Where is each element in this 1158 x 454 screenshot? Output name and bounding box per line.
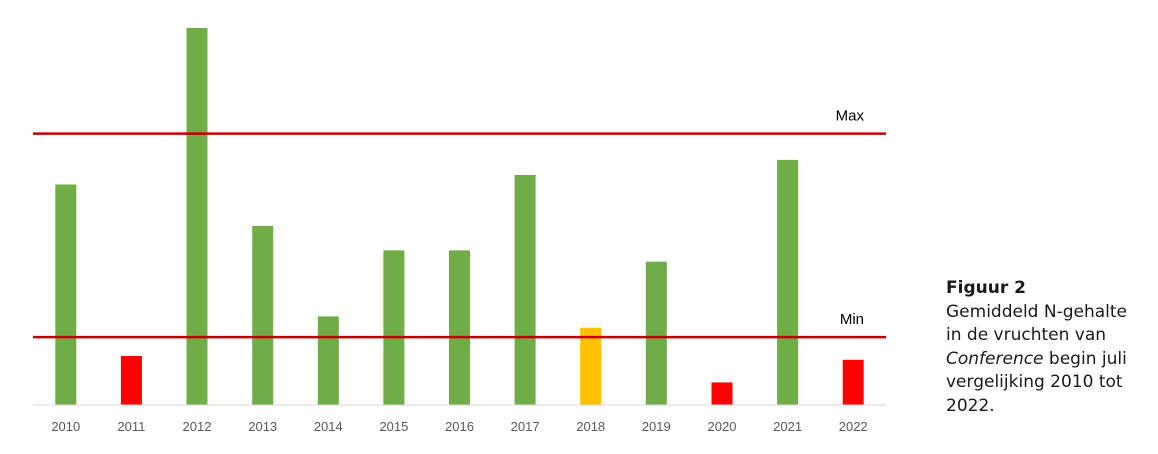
caption-cultivar: Conference	[946, 348, 1044, 369]
x-tick-label: 2015	[379, 419, 408, 434]
min-reference-label: Min	[840, 311, 864, 328]
x-tick-label: 2013	[248, 419, 277, 434]
x-tick-label: 2016	[445, 419, 474, 434]
figure-caption: Figuur 2 Gemiddeld N-gehalte in de vruch…	[946, 277, 1152, 418]
x-tick-label: 2014	[314, 419, 343, 434]
caption-line-4: vergelijking 2010 tot	[946, 372, 1123, 392]
bar-2021	[777, 159, 799, 405]
bar-2013	[252, 225, 274, 405]
bar-2010	[55, 184, 77, 405]
bars-group	[55, 28, 864, 405]
reference-lines-group: Max Min	[33, 108, 886, 339]
bar-2014	[317, 316, 339, 405]
x-tick-label: 2019	[642, 419, 671, 434]
bar-2015	[383, 250, 405, 405]
x-tick-label: 2021	[773, 419, 802, 434]
bar-2020	[711, 382, 733, 405]
x-tick-label: 2012	[183, 419, 212, 434]
caption-line-1: Gemiddeld N-gehalte	[946, 301, 1128, 322]
x-tick-labels-group: 2010 2011 2012 2013 2014 2015 2016 2017 2018 2019…	[51, 419, 867, 434]
x-tick-label: 2017	[511, 419, 540, 434]
caption-line-2: in de vruchten van	[946, 325, 1107, 345]
x-tick-label: 2010	[51, 419, 80, 434]
bar-2022	[842, 359, 864, 405]
x-tick-label: 2020	[708, 419, 737, 434]
bar-2012	[186, 28, 208, 405]
bar-2016	[449, 250, 470, 405]
max-reference-label: Max	[836, 108, 865, 125]
bar-2017	[514, 175, 536, 405]
caption-title: Figuur 2	[946, 278, 1026, 298]
caption-line-5: 2022.	[946, 395, 995, 416]
bar-2011	[120, 356, 142, 405]
bar-2018	[580, 327, 602, 405]
bar-2019	[645, 261, 667, 405]
x-tick-label: 2018	[576, 419, 605, 434]
caption-line-3: Conference begin juli	[946, 348, 1152, 372]
x-tick-label: 2011	[117, 419, 145, 434]
caption-line-3-rest: begin juli	[1043, 348, 1127, 369]
x-tick-label: 2022	[839, 419, 868, 434]
